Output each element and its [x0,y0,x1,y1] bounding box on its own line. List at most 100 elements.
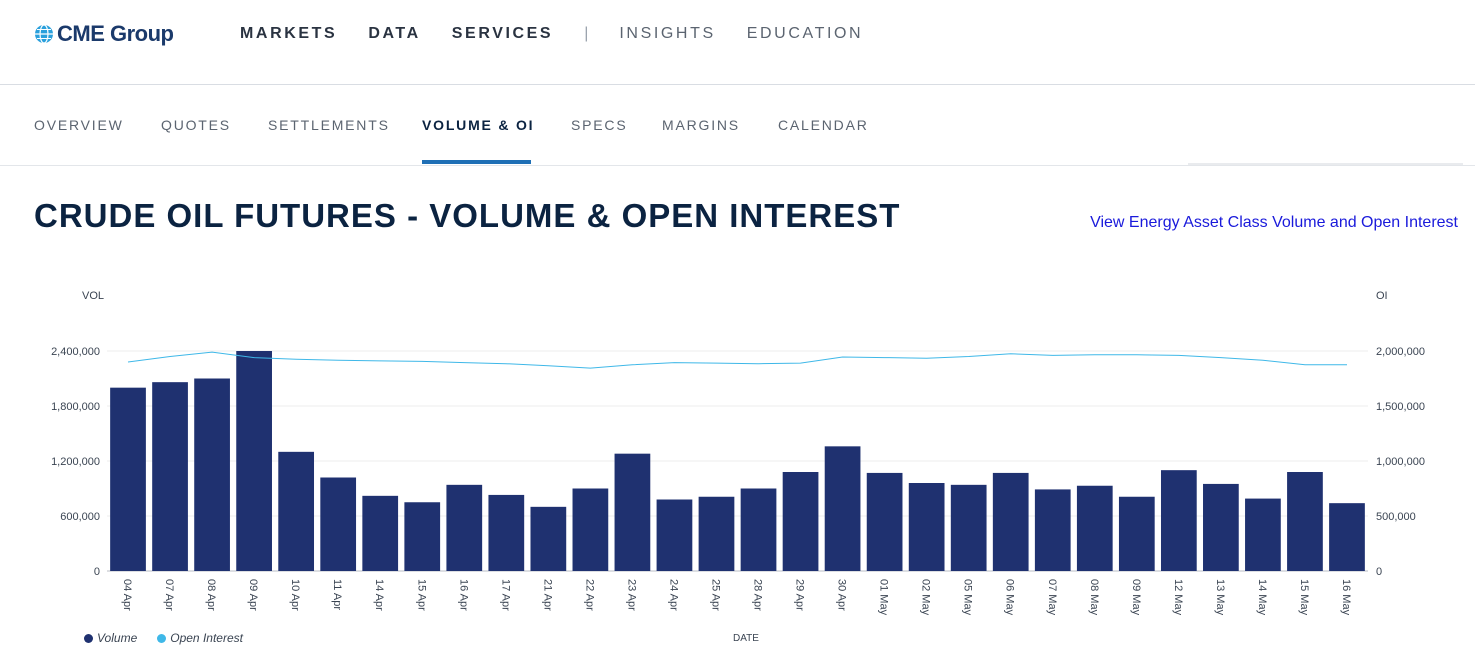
x-tick-label: 09 Apr [247,579,259,611]
x-axis-title: DATE [733,633,759,644]
volume-bar [320,477,357,571]
page-title: CRUDE OIL FUTURES - VOLUME & OPEN INTERE… [34,197,901,234]
y-tick-left: 1,200,000 [51,456,100,468]
tab-specs[interactable]: SPECS [571,117,628,133]
nav-insights[interactable]: INSIGHTS [619,25,716,42]
y-tick-right: 500,000 [1376,511,1416,523]
tab-overview[interactable]: OVERVIEW [34,117,124,133]
volume-bar [236,351,272,571]
nav-markets[interactable]: MARKETS [240,25,338,42]
volume-bar [1034,489,1071,571]
asset-class-link[interactable]: View Energy Asset Class Volume and Open … [1090,214,1458,231]
volume-bar [152,382,188,571]
volume-bar [362,495,399,571]
y-tick-left: 600,000 [60,511,100,523]
x-tick-label: 16 Apr [457,579,469,611]
nav-education[interactable]: EDUCATION [746,25,864,42]
x-tick-label: 16 May [1340,579,1352,616]
active-tab-indicator [422,160,531,164]
y-axis-right-title: OI [1376,290,1388,302]
x-tick-label: 15 May [1298,579,1310,616]
volume-bar [110,387,146,571]
x-tick-label: 09 May [1130,579,1142,616]
x-tick-label: 15 Apr [415,579,427,611]
volume-bar [488,494,525,571]
volume-bar [908,483,945,571]
y-tick-right: 1,000,000 [1376,456,1425,468]
brand-name: CME Group [57,21,174,46]
chart-legend: Volume Open Interest [84,631,263,645]
volume-bar [866,472,903,571]
y-tick-left: 1,800,000 [51,401,100,413]
volume-bar [782,472,819,571]
x-tick-label: 29 Apr [794,579,806,611]
x-tick-label: 02 May [920,579,932,616]
tab-calendar[interactable]: CALENDAR [778,117,869,133]
volume-bar [446,484,483,571]
x-tick-label: 10 Apr [289,579,301,611]
y-tick-left: 0 [94,566,100,578]
volume-bar [1118,496,1155,571]
legend-volume[interactable]: Volume [84,631,137,645]
legend-oi-label: Open Interest [170,631,243,645]
x-tick-label: 14 Apr [373,579,385,611]
open-interest-line [127,351,1347,369]
volume-bar [1287,472,1323,571]
top-navigation: CME Group MARKETS DATA SERVICES | INSIGH… [0,0,1475,85]
y-tick-left: 2,400,000 [51,346,100,358]
tab-settlements[interactable]: SETTLEMENTS [268,117,390,133]
volume-bar [1329,503,1365,571]
volume-legend-dot [84,633,93,643]
x-tick-label: 06 May [1004,579,1016,616]
oi-legend-dot [157,633,167,643]
x-tick-label: 01 May [878,579,890,616]
volume-bar [740,488,777,571]
volume-bar [698,496,735,571]
x-tick-label: 12 May [1172,579,1184,616]
volume-bar [950,484,987,571]
volume-bar [530,506,567,571]
legend-open-interest[interactable]: Open Interest [157,631,243,645]
x-tick-label: 07 Apr [163,579,175,611]
volume-bar [614,453,651,571]
nav-data[interactable]: DATA [368,25,421,42]
legend-volume-label: Volume [97,631,138,645]
volume-bar [824,446,861,571]
x-tick-label: 08 May [1088,579,1100,616]
x-tick-label: 22 Apr [583,579,595,611]
x-tick-label: 11 Apr [331,579,343,610]
y-tick-right: 2,000,000 [1376,346,1425,358]
volume-bar [1203,483,1239,571]
tab-margins[interactable]: MARGINS [662,117,740,133]
x-tick-label: 05 May [962,579,974,616]
x-tick-label: 14 May [1256,579,1268,616]
globe-icon [34,24,54,44]
brand-logo[interactable]: CME Group [34,21,174,47]
x-tick-label: 28 Apr [752,579,764,611]
volume-bar [1076,485,1113,571]
x-tick-label: 21 Apr [541,579,553,611]
x-tick-label: 24 Apr [667,579,679,611]
tab-volume-oi[interactable]: VOLUME & OI [422,117,535,133]
x-tick-label: 08 Apr [205,579,217,611]
nav-separator: | [584,25,589,42]
x-tick-label: 07 May [1046,579,1058,616]
y-axis-left-title: VOL [82,290,104,302]
volume-bar [278,451,315,571]
x-tick-label: 04 Apr [121,579,133,611]
main-nav: MARKETS DATA SERVICES | INSIGHTS EDUCATI… [240,25,894,43]
volume-oi-chart: VOL OI DATE 0 600,000 1,200,000 1,800,000 2,400… [51,290,1425,644]
y-tick-right: 1,500,000 [1376,401,1425,413]
x-tick-label: 17 Apr [499,579,511,611]
divider [1188,163,1463,165]
x-tick-label: 30 Apr [836,579,848,611]
y-tick-right: 0 [1376,566,1382,578]
x-tick-label: 25 Apr [709,579,721,611]
x-tick-label: 23 Apr [625,579,637,611]
volume-bar [1160,470,1197,571]
volume-bar [656,499,693,571]
volume-bar [1245,498,1281,571]
tab-quotes[interactable]: QUOTES [161,117,231,133]
nav-services[interactable]: SERVICES [451,25,554,42]
product-sub-nav: OVERVIEW QUOTES SETTLEMENTS VOLUME & OI … [0,85,1475,166]
